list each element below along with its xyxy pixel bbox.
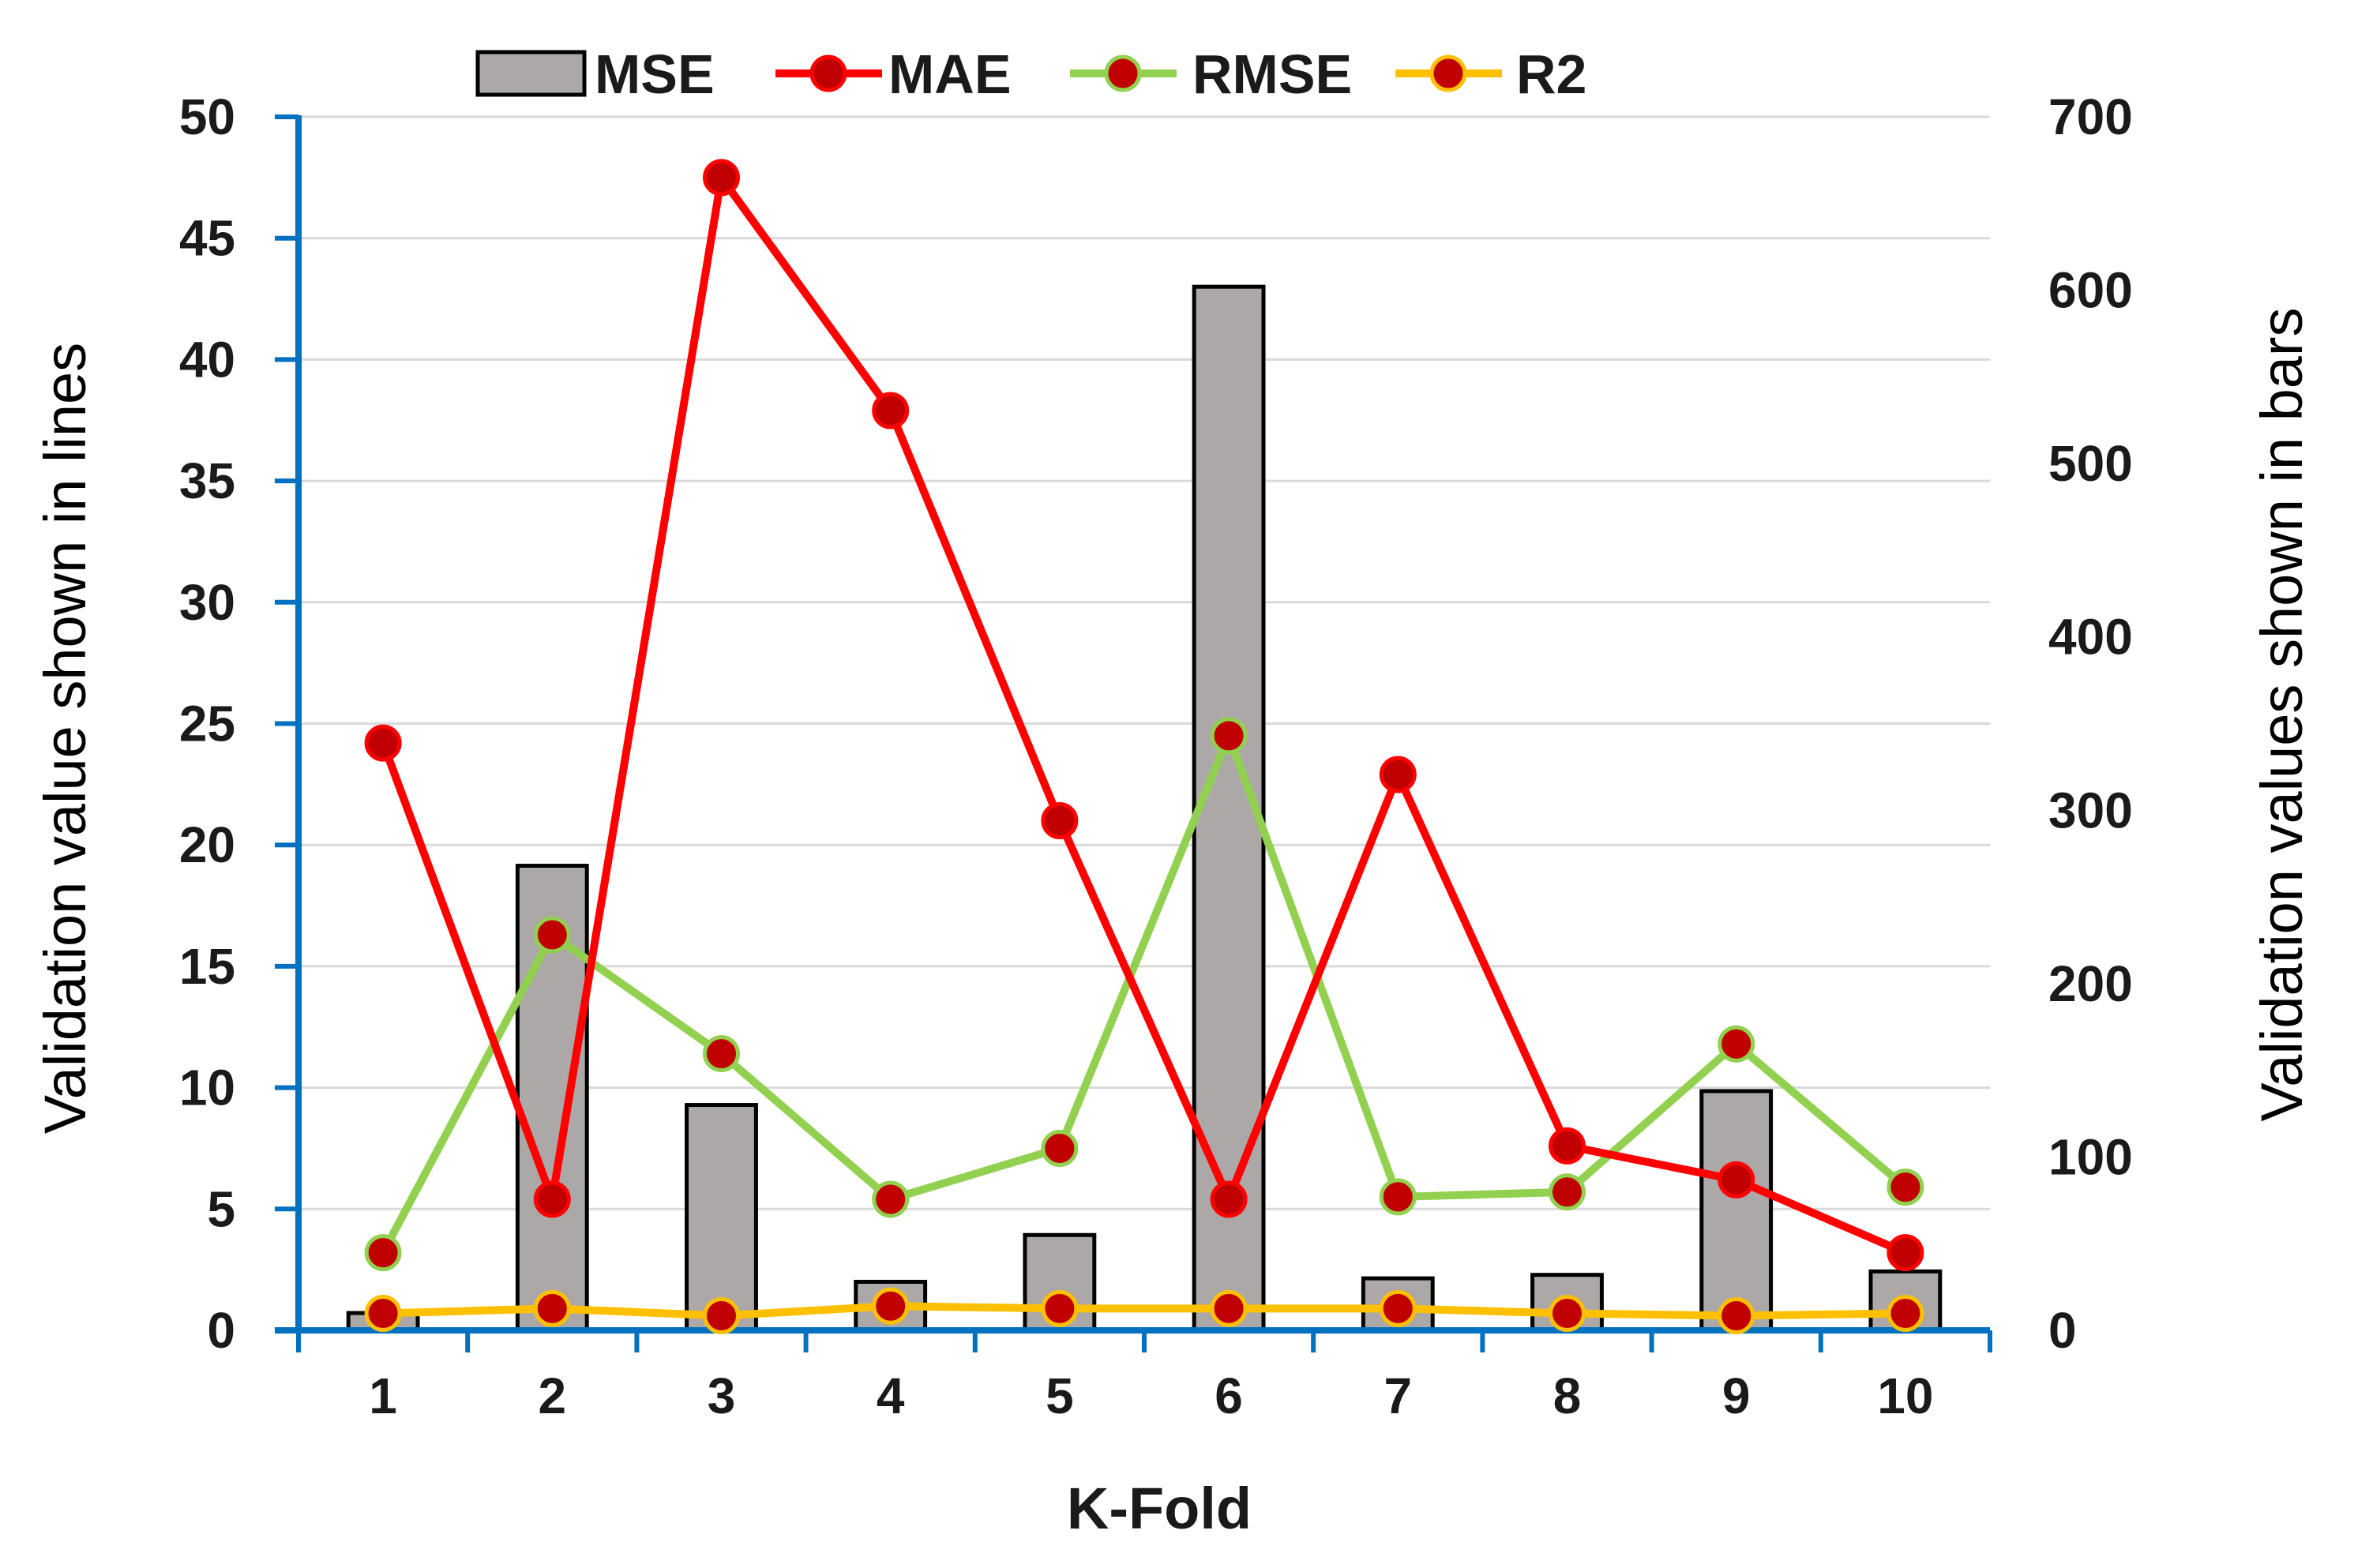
legend-marker-rmse <box>1104 54 1142 92</box>
point-r2-1 <box>364 1294 402 1332</box>
y-left-tick-label-3: 15 <box>179 938 235 995</box>
x-tick-label-10: 10 <box>1877 1367 1933 1424</box>
y-left-tick-label-2: 10 <box>179 1060 235 1116</box>
line-mae <box>379 173 1909 1257</box>
y-left-tick-label-10: 50 <box>179 88 235 145</box>
line-r2 <box>379 1302 1909 1320</box>
point-r2-2 <box>533 1289 571 1327</box>
legend-marker-mae <box>809 54 847 92</box>
point-rmse-4 <box>872 1180 910 1218</box>
point-r2-9 <box>1718 1297 1755 1335</box>
legend: MSE MAE RMSE R2 <box>475 43 1586 105</box>
point-r2-10 <box>1887 1294 1924 1332</box>
legend-swatch-mse <box>475 50 587 97</box>
y-left-tick-label-0: 0 <box>207 1302 235 1359</box>
y-right-tick-label-7: 700 <box>2048 88 2133 145</box>
x-tick-label-2: 2 <box>539 1367 567 1424</box>
tick-labels: 0510152025303540455001002003004005006007… <box>179 88 2133 1424</box>
y-axis-left-title: Validation value shown in lines <box>32 343 98 1134</box>
line-rmse <box>379 731 1909 1257</box>
point-r2-7 <box>1379 1289 1417 1327</box>
point-mae-6 <box>1210 1180 1248 1218</box>
point-rmse-1 <box>364 1234 402 1272</box>
point-rmse-9 <box>1718 1025 1755 1063</box>
y-left-tick-label-9: 45 <box>179 210 235 267</box>
y-left-tick-label-5: 25 <box>179 696 235 752</box>
point-rmse-3 <box>703 1035 740 1073</box>
legend-marker-r2 <box>1429 54 1467 92</box>
point-mae-3 <box>703 159 740 197</box>
bar-mse-9 <box>1699 1089 1774 1333</box>
y-right-tick-label-6: 600 <box>2048 262 2133 319</box>
x-tick-label-4: 4 <box>877 1367 905 1424</box>
legend-label-mse: MSE <box>595 43 715 105</box>
point-mae-9 <box>1718 1161 1755 1199</box>
line-series <box>364 159 1924 1335</box>
mse-bars <box>346 284 1943 1333</box>
point-mae-5 <box>1041 801 1079 839</box>
x-axis-title: K-Fold <box>1067 1476 1252 1541</box>
point-rmse-8 <box>1549 1173 1586 1211</box>
x-tick-label-9: 9 <box>1722 1367 1751 1424</box>
point-rmse-2 <box>533 916 571 954</box>
x-tick-label-3: 3 <box>708 1367 736 1424</box>
point-rmse-5 <box>1041 1129 1079 1167</box>
y-right-tick-label-0: 0 <box>2048 1302 2077 1359</box>
point-r2-6 <box>1210 1289 1248 1327</box>
x-tick-label-6: 6 <box>1215 1367 1243 1424</box>
x-tick-label-7: 7 <box>1384 1367 1413 1424</box>
point-mae-7 <box>1379 756 1417 793</box>
point-mae-8 <box>1549 1127 1586 1165</box>
y-right-tick-label-1: 100 <box>2048 1128 2133 1185</box>
y-right-tick-label-2: 200 <box>2048 955 2133 1012</box>
x-tick-label-8: 8 <box>1553 1367 1582 1424</box>
legend-label-mae: MAE <box>888 43 1012 105</box>
point-mae-10 <box>1887 1234 1924 1272</box>
y-right-tick-label-4: 400 <box>2048 609 2133 666</box>
point-rmse-10 <box>1887 1168 1924 1206</box>
y-left-tick-label-7: 35 <box>179 452 235 509</box>
point-rmse-6 <box>1210 717 1248 755</box>
y-axis-right-title: Validation values shown in bars <box>2249 307 2315 1121</box>
point-rmse-7 <box>1379 1178 1417 1216</box>
point-r2-5 <box>1041 1289 1079 1327</box>
legend-label-rmse: RMSE <box>1192 43 1352 105</box>
x-tick-label-5: 5 <box>1046 1367 1074 1424</box>
legend-label-r2: R2 <box>1516 43 1586 105</box>
point-mae-4 <box>872 392 910 430</box>
point-mae-2 <box>533 1180 571 1218</box>
x-tick-label-1: 1 <box>369 1367 397 1424</box>
y-right-tick-label-3: 300 <box>2048 782 2133 838</box>
y-left-tick-label-1: 5 <box>207 1180 235 1237</box>
y-left-tick-label-4: 20 <box>179 816 235 873</box>
point-r2-4 <box>872 1287 910 1325</box>
point-mae-1 <box>364 724 402 762</box>
y-left-tick-label-6: 30 <box>179 574 235 631</box>
y-left-tick-label-8: 40 <box>179 331 235 388</box>
point-r2-8 <box>1549 1294 1586 1332</box>
point-r2-3 <box>703 1297 740 1335</box>
y-right-tick-label-5: 500 <box>2048 435 2133 492</box>
axes <box>275 114 1992 1352</box>
bar-mse-3 <box>685 1103 758 1333</box>
